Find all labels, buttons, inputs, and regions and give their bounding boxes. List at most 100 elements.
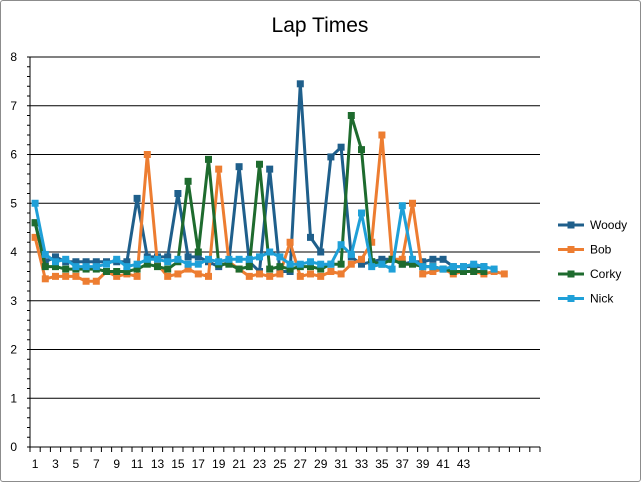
gridlines [30, 56, 540, 399]
x-tick-label-15: 15 [171, 457, 185, 471]
woody-point [378, 255, 386, 263]
bob-point [358, 255, 365, 263]
nick-point [133, 260, 141, 268]
nick-point [439, 265, 447, 273]
x-tick-label-29: 29 [314, 457, 328, 471]
corky-point [31, 219, 39, 227]
corky-point [62, 265, 70, 273]
nick-point [92, 263, 100, 271]
bob-point [378, 131, 386, 139]
x-tick-label-11: 11 [131, 457, 144, 471]
bob-point [143, 151, 151, 158]
nick-point [235, 255, 243, 263]
nick-point [215, 258, 223, 266]
y-tick-label-6: 6 [10, 148, 17, 162]
nick-point [347, 250, 355, 258]
nick-point [266, 248, 274, 256]
x-tick-label-25: 25 [273, 457, 287, 471]
bob-point [164, 272, 172, 280]
y-tick-label-2: 2 [10, 343, 17, 357]
x-tick-label-9: 9 [113, 457, 120, 471]
corky-point [143, 260, 151, 268]
corky-point [358, 146, 365, 154]
bob-point [205, 272, 212, 280]
nick-point [245, 255, 253, 263]
nick-point [41, 250, 49, 258]
woody-point [92, 258, 100, 266]
corky-point [480, 268, 488, 275]
nick-point [103, 260, 110, 268]
corky-point [154, 263, 161, 271]
woody-point [133, 194, 141, 202]
legend-label: Woody [590, 218, 627, 232]
corky-point [286, 265, 294, 273]
nick-point [358, 209, 365, 217]
nick-line [33, 203, 495, 271]
x-tick-label-7: 7 [93, 457, 100, 471]
nick-point [82, 263, 90, 271]
legend-item-bob: Bob [558, 243, 612, 257]
x-tick-label-35: 35 [375, 457, 389, 471]
woody-point [164, 253, 172, 261]
bob-point [174, 270, 182, 278]
nick-point [409, 255, 416, 263]
nick-point [225, 255, 233, 263]
nick-point [388, 265, 396, 273]
y-tick-label-5: 5 [10, 196, 17, 210]
nick-point [378, 260, 386, 268]
corky-point [449, 268, 457, 275]
bob-point [409, 199, 416, 207]
woody-point [184, 253, 192, 261]
x-tick-label-13: 13 [151, 457, 165, 471]
bob-point [307, 270, 314, 278]
y-tick-label-3: 3 [10, 294, 17, 308]
legend-label: Nick [590, 292, 614, 306]
corky-point [256, 160, 263, 168]
nick-point [113, 255, 121, 263]
bob-point [52, 272, 59, 280]
corky-point [41, 263, 49, 271]
x-tick-label-23: 23 [253, 457, 267, 471]
nick-point [194, 260, 202, 268]
bob-point [398, 255, 406, 263]
nick-point [31, 199, 39, 207]
nick-point [368, 263, 376, 271]
x-tick-label-37: 37 [396, 457, 410, 471]
bob-point [62, 272, 70, 280]
chart-title: Lap Times [272, 14, 369, 37]
nick-point [286, 260, 294, 268]
series-nick [31, 199, 498, 273]
legend-swatch-marker [567, 221, 575, 229]
woody-point [174, 190, 182, 197]
nick-point [174, 255, 182, 263]
bob-point [82, 277, 90, 285]
corky-point [123, 268, 131, 275]
woody-point [358, 260, 365, 268]
nick-point [480, 263, 488, 271]
bob-point [215, 165, 223, 173]
woody-point [419, 258, 427, 266]
x-tick-label-31: 31 [334, 457, 348, 471]
nick-point [317, 260, 325, 268]
bob-point [133, 272, 141, 280]
bob-point [317, 272, 325, 280]
woody-point [194, 253, 202, 261]
woody-point [317, 248, 325, 256]
corky-point [307, 263, 314, 271]
nick-point [276, 253, 284, 261]
y-tick-label-7: 7 [10, 99, 17, 113]
legend-item-nick: Nick [558, 292, 614, 306]
woody-point [266, 165, 274, 173]
nick-point [327, 260, 335, 268]
corky-point [317, 265, 325, 273]
nick-point [205, 255, 212, 263]
woody-point [337, 143, 345, 151]
bob-point [296, 272, 304, 280]
x-tick-label-39: 39 [416, 457, 430, 471]
corky-point [205, 155, 212, 163]
bob-point [327, 268, 335, 275]
nick-point [184, 260, 192, 268]
x-tick-label-3: 3 [52, 457, 59, 471]
woody-point [296, 80, 304, 88]
x-tick-label-27: 27 [294, 457, 308, 471]
